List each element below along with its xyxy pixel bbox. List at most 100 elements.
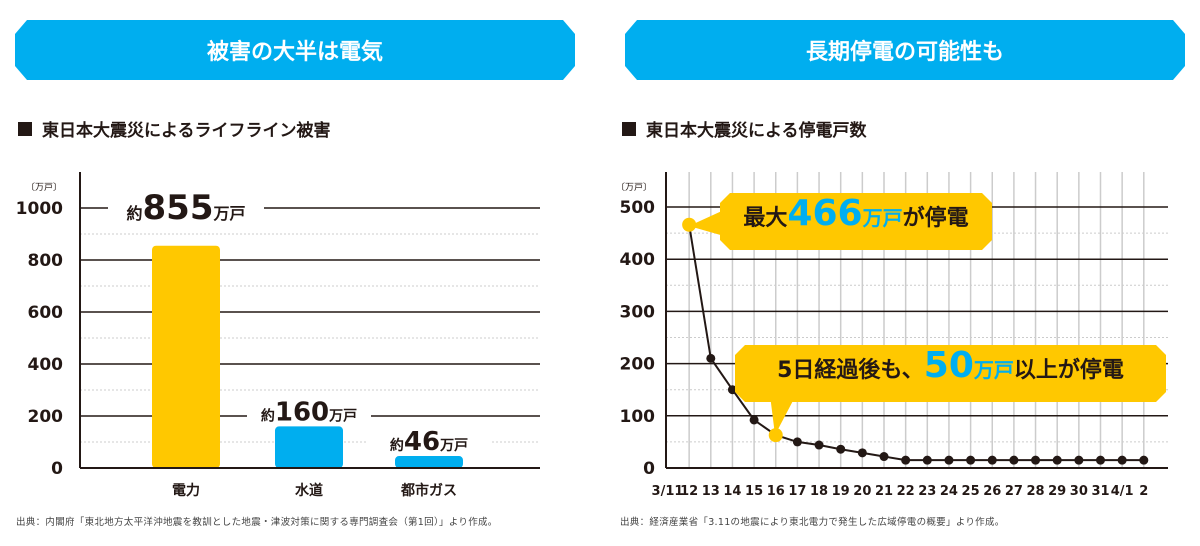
- y-tick-label: 0: [643, 459, 655, 479]
- data-point: [836, 444, 846, 454]
- x-tick-label: 18: [810, 484, 828, 499]
- data-point: [901, 455, 911, 465]
- data-label-unit: 万戸: [328, 408, 357, 424]
- data-point: [706, 353, 716, 363]
- bar-data-label: 約160万戸: [261, 397, 357, 427]
- right-banner: 長期停電の可能性も: [625, 20, 1185, 80]
- right-subtitle-text: 東日本大震災による停電戸数: [646, 121, 867, 141]
- x-tick-label: 24: [940, 484, 958, 499]
- data-point: [1031, 455, 1041, 465]
- bar-data-label: 約46万戸: [390, 427, 468, 457]
- y-tick-label: 300: [620, 302, 656, 322]
- x-tick-label: 22: [897, 484, 915, 499]
- left-subtitle: 東日本大震災によるライフライン被害: [18, 116, 331, 141]
- highlight-point: [768, 428, 783, 443]
- x-tick-label: 14: [723, 484, 741, 499]
- y-unit-label: 〔万戸〕: [616, 182, 652, 193]
- lifeline-bar-chart: 02004006008001000〔万戸〕約855万戸電力約160万戸水道約46…: [16, 172, 540, 499]
- x-tick-label: 20: [853, 484, 871, 499]
- x-tick-label: 31: [1091, 484, 1109, 499]
- data-point: [814, 440, 824, 450]
- data-point: [727, 385, 737, 395]
- y-tick-label: 100: [620, 407, 656, 427]
- callout-pointer: [770, 395, 796, 435]
- callout-five-days-unit: 万戸: [973, 358, 1014, 382]
- y-unit-label: 〔万戸〕: [26, 182, 62, 193]
- data-point: [749, 415, 759, 425]
- square-bullet-icon: [18, 121, 32, 136]
- data-label-num: 855: [143, 188, 214, 228]
- label-background: [247, 396, 371, 427]
- left-banner: 被害の大半は電気: [15, 20, 575, 80]
- data-point: [857, 448, 867, 458]
- bar-data-label: 約855万戸: [126, 188, 245, 228]
- x-tick-label: 19: [832, 484, 850, 499]
- series-line: [688, 224, 1144, 462]
- x-tick-label: 29: [1048, 484, 1066, 499]
- bar-0: [152, 245, 220, 468]
- data-point: [1096, 455, 1105, 465]
- callout-five-days-num: 50: [923, 345, 974, 386]
- square-bullet-icon: [622, 121, 636, 136]
- x-category-label: 都市ガス: [400, 482, 457, 499]
- data-point: [1139, 455, 1149, 465]
- x-tick-label: 25: [962, 484, 980, 499]
- x-tick-label: 30: [1070, 484, 1088, 499]
- bar-2: [395, 456, 463, 468]
- y-tick-label: 200: [28, 407, 64, 427]
- x-tick-label: 17: [788, 484, 806, 499]
- callout-max-num: 466: [787, 193, 863, 234]
- x-tick-label: 12: [680, 484, 698, 499]
- x-tick-label: 13: [702, 484, 720, 499]
- data-label-prefix: 約: [126, 204, 142, 223]
- data-point: [792, 437, 802, 447]
- left-source: 出典：内閣府「東北地方太平洋沖地震を教訓とした地震・津波対策に関する専門調査会（…: [16, 517, 498, 528]
- data-point: [1009, 455, 1019, 465]
- label-background: [367, 426, 491, 457]
- data-point: [1074, 455, 1084, 465]
- x-tick-label: 23: [918, 484, 936, 499]
- data-point: [1117, 455, 1127, 465]
- y-tick-label: 800: [28, 251, 64, 271]
- x-tick-label: 27: [1005, 484, 1023, 499]
- callout-pointer: [689, 210, 724, 236]
- callout-five-days: 5日経過後も、 50 万戸 以上が停電: [735, 345, 1166, 402]
- callout-max-pre: 最大: [743, 206, 788, 231]
- data-label-prefix: 約: [261, 407, 275, 424]
- data-label-num: 160: [275, 397, 329, 427]
- data-point: [1052, 455, 1062, 465]
- x-tick-label: 21: [875, 484, 893, 499]
- callout-max: 最大 466 万戸 が停電: [720, 193, 992, 250]
- data-label-prefix: 約: [390, 437, 404, 454]
- data-label-num: 46: [404, 427, 440, 457]
- bar-1: [275, 426, 343, 468]
- callout-max-unit: 万戸: [862, 206, 903, 230]
- y-tick-label: 500: [620, 198, 656, 218]
- y-tick-label: 0: [51, 459, 63, 479]
- y-tick-label: 400: [620, 250, 656, 270]
- right-subtitle: 東日本大震災による停電戸数: [622, 116, 867, 141]
- left-subtitle-text: 東日本大震災によるライフライン被害: [42, 121, 331, 141]
- callout-max-post: が停電: [902, 206, 969, 231]
- right-source: 出典：経済産業省「3.11の地震により東北電力で発生した広域停電の概要」より作成…: [620, 517, 1005, 528]
- x-tick-label: 4/1: [1111, 484, 1134, 499]
- callout-five-days-pre: 5日経過後も、: [777, 358, 924, 383]
- y-tick-label: 600: [28, 303, 64, 323]
- y-tick-label: 400: [28, 355, 64, 375]
- data-point: [944, 455, 954, 465]
- label-background: [108, 192, 264, 222]
- y-tick-label: 200: [620, 355, 656, 375]
- data-label-unit: 万戸: [439, 438, 468, 454]
- data-point: [966, 455, 976, 465]
- data-point: [922, 455, 932, 465]
- x-category-label: 電力: [172, 482, 200, 499]
- data-point: [879, 452, 889, 462]
- x-category-label: 水道: [295, 482, 323, 499]
- x-tick-label: 2: [1139, 484, 1148, 499]
- x-tick-label: 26: [983, 484, 1001, 499]
- data-point: [987, 455, 997, 465]
- highlight-point: [682, 217, 697, 232]
- callout-five-days-post: 以上が停電: [1013, 358, 1124, 383]
